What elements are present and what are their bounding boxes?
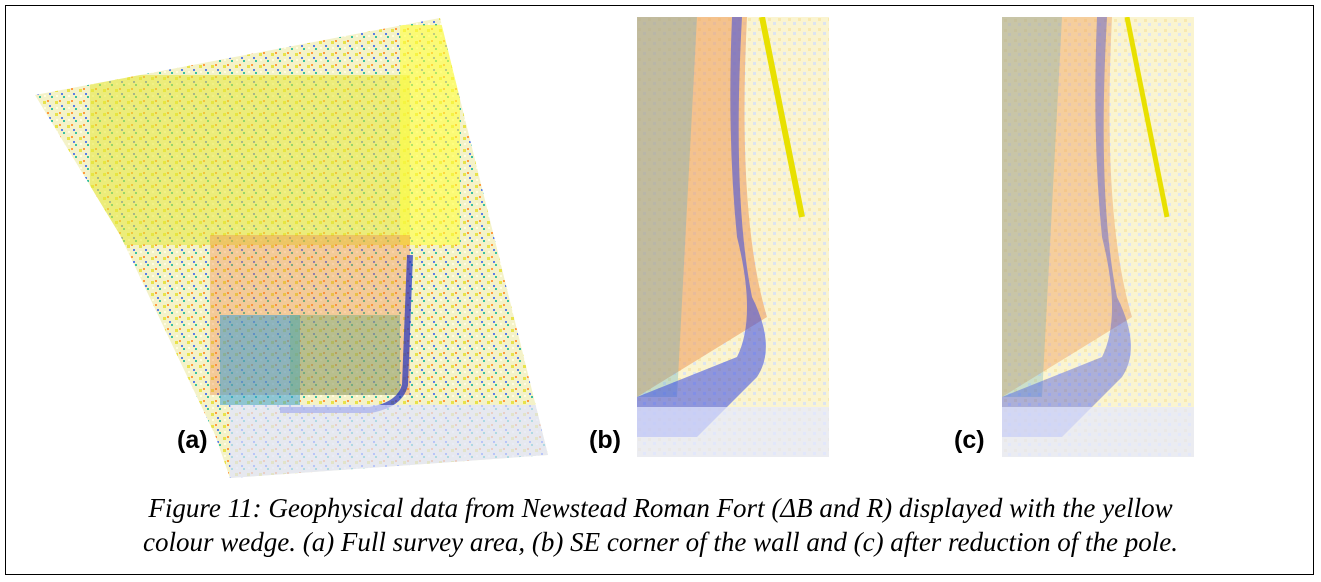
panel-label: (b) xyxy=(589,426,621,455)
panel-label: (c) xyxy=(954,426,985,455)
page: (a) (b) (c) Figure 11: Geophysical data … xyxy=(0,0,1321,582)
survey-image-b xyxy=(637,17,829,457)
survey-image-c xyxy=(1002,17,1194,457)
survey-image-a xyxy=(30,15,555,485)
panel-label: (a) xyxy=(177,426,208,455)
caption-line: colour wedge. (a) Full survey area, (b) … xyxy=(0,527,1321,558)
caption-line: Figure 11: Geophysical data from Newstea… xyxy=(0,493,1321,524)
